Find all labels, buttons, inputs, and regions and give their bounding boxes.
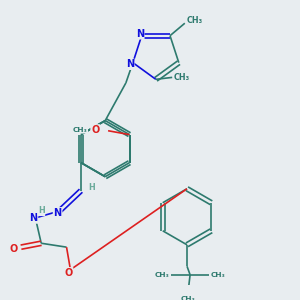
Text: CH₃: CH₃ — [187, 16, 202, 26]
Text: CH₃: CH₃ — [181, 296, 196, 300]
Text: O: O — [10, 244, 18, 254]
Text: CH₃: CH₃ — [73, 127, 87, 133]
Text: CH₃: CH₃ — [210, 272, 225, 278]
Text: H: H — [88, 183, 95, 192]
Text: H: H — [38, 206, 45, 215]
Text: CH₃: CH₃ — [155, 272, 170, 278]
Text: O: O — [64, 268, 73, 278]
Text: N: N — [126, 59, 134, 69]
Text: N: N — [53, 208, 62, 218]
Text: N: N — [136, 29, 144, 39]
Text: N: N — [29, 213, 38, 223]
Text: O: O — [91, 125, 99, 135]
Text: CH₃: CH₃ — [174, 73, 190, 82]
